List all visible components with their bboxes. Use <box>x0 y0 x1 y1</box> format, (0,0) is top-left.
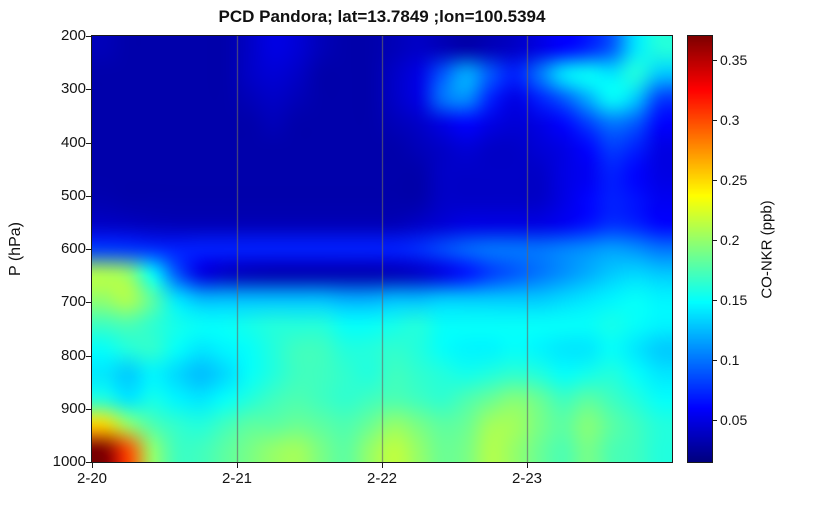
x-tick-label: 2-22 <box>366 470 398 487</box>
colorbar-tick-mark <box>713 180 717 181</box>
heatmap-canvas <box>92 36 672 462</box>
plot-area <box>91 35 673 463</box>
colorbar-tick-label: 0.1 <box>720 352 740 368</box>
y-tick-mark <box>86 36 91 37</box>
y-tick-mark <box>86 462 91 463</box>
y-tick-label: 400 <box>60 133 86 151</box>
colorbar-tick-label: 0.25 <box>720 172 748 188</box>
colorbar-tick-mark <box>713 360 717 361</box>
y-axis-label: P (hPa) <box>2 36 30 462</box>
colorbar-tick-label: 0.3 <box>720 112 740 128</box>
colorbar-label: CO-NKR (ppb) <box>752 36 782 462</box>
y-tick-mark <box>86 89 91 90</box>
y-tick-mark <box>86 356 91 357</box>
x-tick-mark <box>92 463 93 468</box>
colorbar-tick-mark <box>713 60 717 61</box>
colorbar-tick-mark <box>713 420 717 421</box>
colorbar-tick-mark <box>713 120 717 121</box>
x-tick-mark <box>527 463 528 468</box>
y-tick-label: 700 <box>60 293 86 311</box>
colorbar-tick-mark <box>713 300 717 301</box>
y-tick-label: 800 <box>60 346 86 364</box>
colorbar-tick-label: 0.05 <box>720 412 748 428</box>
y-tick-label: 600 <box>60 240 86 257</box>
colorbar-tick-label: 0.2 <box>720 232 740 248</box>
y-tick-mark <box>86 249 91 250</box>
colorbar-canvas <box>688 36 712 462</box>
y-tick-mark <box>86 196 91 197</box>
y-tick-label: 500 <box>60 186 86 204</box>
y-tick-label: 1000 <box>52 453 86 470</box>
x-tick-label: 2-21 <box>221 470 253 487</box>
y-tick-mark <box>86 143 91 144</box>
x-tick-mark <box>237 463 238 468</box>
colorbar <box>687 35 713 463</box>
y-tick-mark <box>86 302 91 303</box>
x-tick-label: 2-23 <box>511 470 543 487</box>
x-tick-mark <box>382 463 383 468</box>
colorbar-tick-label: 0.15 <box>720 292 748 308</box>
y-tick-mark <box>86 409 91 410</box>
colorbar-tick-mark <box>713 240 717 241</box>
colorbar-label-text: CO-NKR (ppb) <box>758 199 776 299</box>
y-tick-label: 900 <box>60 399 86 417</box>
x-tick-label: 2-20 <box>76 470 108 487</box>
chart-title: PCD Pandora; lat=13.7849 ;lon=100.5394 <box>218 7 546 26</box>
y-tick-label: 300 <box>60 80 86 98</box>
y-tick-label: 200 <box>60 27 86 44</box>
colorbar-tick-label: 0.35 <box>720 52 748 68</box>
y-axis-label-text: P (hPa) <box>7 222 25 276</box>
